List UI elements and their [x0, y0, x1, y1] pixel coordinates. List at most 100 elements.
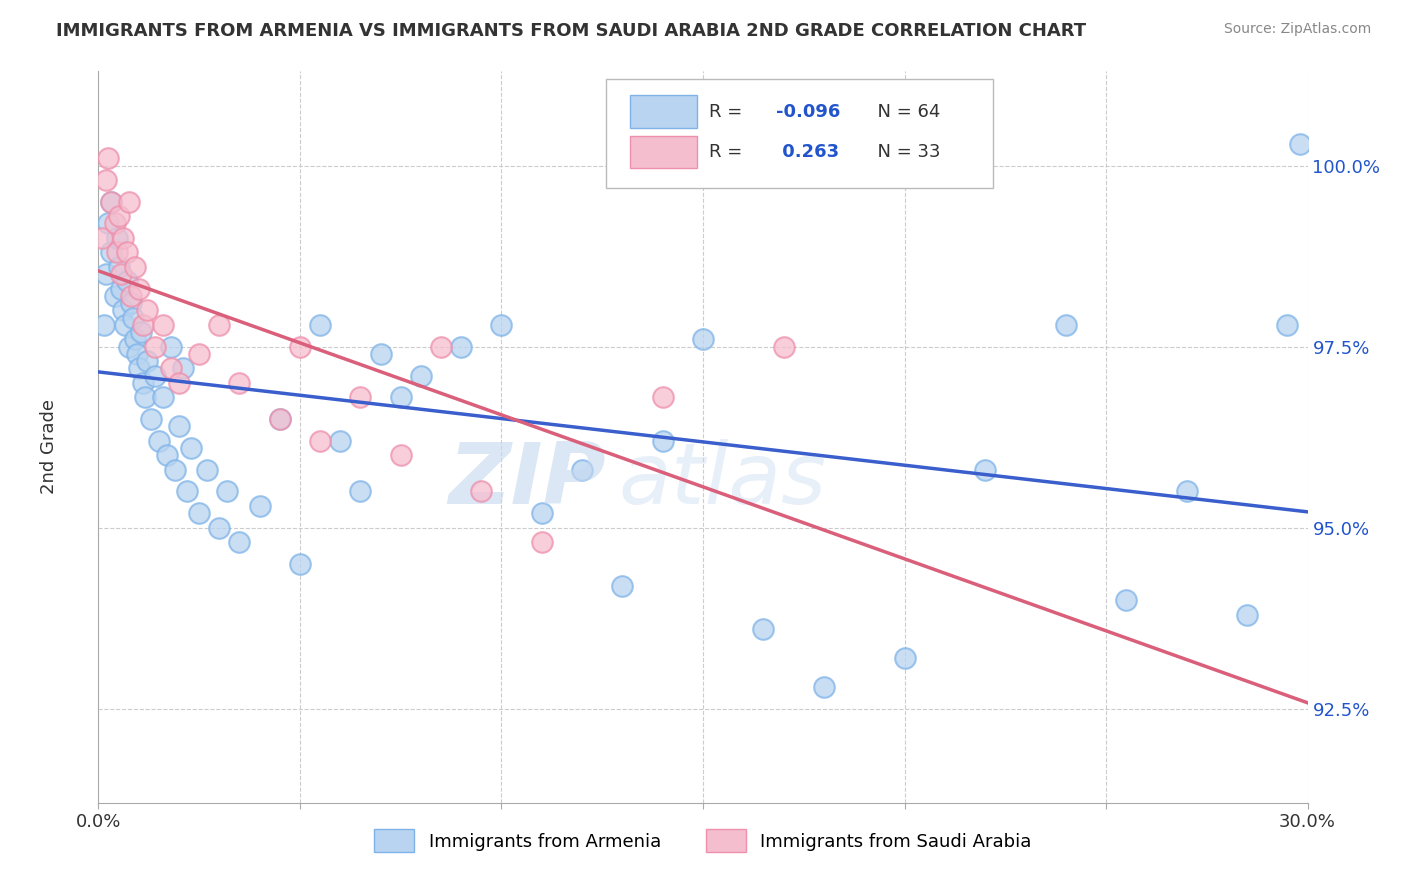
Point — [110, 282, 132, 296]
Point — [195, 463, 218, 477]
Point — [135, 303, 157, 318]
Point — [409, 368, 432, 383]
Point — [180, 441, 202, 455]
Point — [530, 535, 553, 549]
Point — [100, 194, 122, 209]
Point — [470, 484, 492, 499]
Point — [96, 173, 118, 187]
Point — [228, 535, 250, 549]
Point — [132, 376, 155, 390]
Point — [143, 340, 166, 354]
Point — [530, 506, 553, 520]
Point — [1288, 136, 1310, 151]
Point — [651, 434, 673, 448]
Point — [115, 245, 138, 260]
Point — [176, 484, 198, 499]
Point — [118, 340, 141, 354]
Point — [491, 318, 513, 332]
Point — [1277, 318, 1299, 332]
FancyBboxPatch shape — [606, 78, 993, 188]
Point — [100, 194, 122, 209]
Point — [167, 419, 190, 434]
Point — [188, 347, 211, 361]
Point — [651, 390, 673, 404]
Point — [450, 340, 472, 354]
Point — [96, 267, 118, 281]
Point — [228, 376, 250, 390]
Point — [152, 390, 174, 404]
Point — [269, 412, 291, 426]
Point — [893, 651, 915, 665]
Point — [370, 347, 392, 361]
Point — [107, 209, 129, 223]
Point — [105, 245, 128, 260]
Point — [163, 463, 186, 477]
Point — [188, 506, 211, 520]
Text: R =: R = — [709, 103, 748, 120]
Point — [143, 368, 166, 383]
Point — [160, 361, 183, 376]
Point — [97, 151, 120, 165]
Point — [121, 310, 143, 325]
Point — [269, 412, 291, 426]
Point — [105, 231, 128, 245]
Point — [571, 463, 593, 477]
Point — [309, 318, 332, 332]
FancyBboxPatch shape — [630, 95, 697, 128]
Point — [120, 296, 142, 310]
Point — [249, 499, 271, 513]
Point — [118, 194, 141, 209]
Text: -0.096: -0.096 — [776, 103, 839, 120]
Point — [389, 448, 412, 462]
Point — [128, 361, 150, 376]
Point — [217, 484, 239, 499]
Point — [114, 318, 136, 332]
Text: R =: R = — [709, 143, 748, 161]
Point — [93, 318, 115, 332]
Legend: Immigrants from Armenia, Immigrants from Saudi Arabia: Immigrants from Armenia, Immigrants from… — [367, 822, 1039, 860]
Point — [167, 376, 190, 390]
Point — [349, 484, 371, 499]
Text: 0.263: 0.263 — [776, 143, 838, 161]
Point — [100, 245, 122, 260]
Text: IMMIGRANTS FROM ARMENIA VS IMMIGRANTS FROM SAUDI ARABIA 2ND GRADE CORRELATION CH: IMMIGRANTS FROM ARMENIA VS IMMIGRANTS FR… — [56, 22, 1087, 40]
Text: atlas: atlas — [619, 440, 827, 523]
Point — [612, 578, 634, 592]
Point — [813, 680, 835, 694]
Point — [148, 434, 170, 448]
Point — [91, 231, 114, 245]
Point — [125, 347, 148, 361]
Point — [288, 557, 311, 571]
Point — [329, 434, 352, 448]
Point — [288, 340, 311, 354]
Point — [1054, 318, 1077, 332]
Point — [692, 332, 714, 346]
Text: N = 64: N = 64 — [866, 103, 941, 120]
Point — [129, 325, 152, 339]
Point — [160, 340, 183, 354]
Point — [974, 463, 997, 477]
Point — [128, 282, 150, 296]
Point — [309, 434, 332, 448]
Point — [349, 390, 371, 404]
Point — [152, 318, 174, 332]
Point — [110, 267, 132, 281]
Point — [134, 390, 156, 404]
Point — [107, 260, 129, 274]
Point — [135, 354, 157, 368]
Point — [208, 520, 231, 534]
Point — [1115, 593, 1137, 607]
Point — [132, 318, 155, 332]
Point — [1236, 607, 1258, 622]
Point — [156, 448, 179, 462]
Text: 2nd Grade: 2nd Grade — [41, 399, 58, 493]
Text: Source: ZipAtlas.com: Source: ZipAtlas.com — [1223, 22, 1371, 37]
Point — [97, 216, 120, 230]
Point — [772, 340, 794, 354]
Point — [120, 289, 142, 303]
Point — [111, 303, 134, 318]
Point — [1175, 484, 1198, 499]
Point — [208, 318, 231, 332]
Point — [752, 622, 775, 636]
Point — [139, 412, 162, 426]
